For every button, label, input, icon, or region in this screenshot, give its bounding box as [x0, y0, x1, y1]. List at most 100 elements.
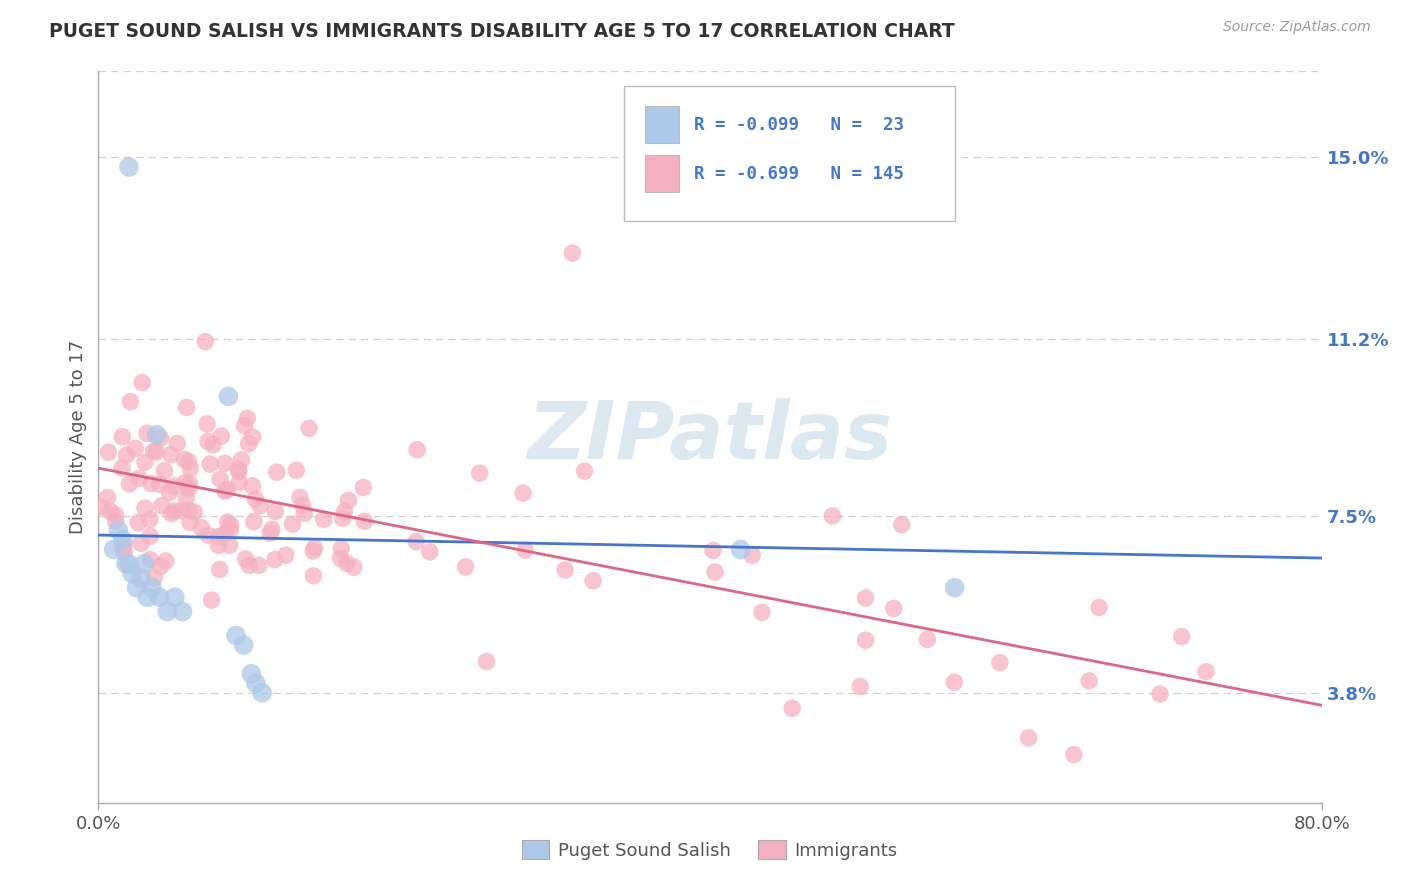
- Point: [139, 552, 162, 566]
- Point: [336, 557, 359, 571]
- Point: [149, 559, 172, 574]
- Point: [198, 457, 221, 471]
- Point: [118, 160, 141, 174]
- Point: [217, 389, 239, 403]
- Point: [917, 632, 939, 647]
- Point: [232, 638, 254, 652]
- Point: [149, 431, 172, 445]
- Point: [312, 512, 335, 526]
- Point: [139, 512, 162, 526]
- Point: [298, 421, 321, 435]
- Point: [353, 514, 375, 528]
- Point: [332, 511, 354, 525]
- Point: [150, 499, 173, 513]
- Point: [142, 444, 165, 458]
- Point: [231, 453, 253, 467]
- Point: [170, 503, 193, 517]
- Point: [988, 656, 1011, 670]
- Point: [139, 476, 162, 491]
- Point: [247, 558, 270, 573]
- Point: [112, 546, 135, 560]
- Text: PUGET SOUND SALISH VS IMMIGRANTS DISABILITY AGE 5 TO 17 CORRELATION CHART: PUGET SOUND SALISH VS IMMIGRANTS DISABIL…: [49, 22, 955, 41]
- Point: [104, 514, 127, 528]
- Point: [90, 500, 112, 514]
- Point: [285, 463, 308, 477]
- Point: [274, 548, 297, 562]
- Point: [475, 655, 498, 669]
- Point: [352, 481, 374, 495]
- Point: [134, 501, 156, 516]
- Point: [200, 593, 222, 607]
- Point: [288, 491, 311, 505]
- Point: [1018, 731, 1040, 745]
- Point: [233, 418, 256, 433]
- Point: [214, 456, 236, 470]
- Point: [111, 430, 134, 444]
- Point: [160, 448, 183, 462]
- Point: [890, 517, 912, 532]
- Point: [1088, 600, 1111, 615]
- FancyBboxPatch shape: [624, 86, 955, 221]
- Point: [179, 476, 201, 491]
- Point: [160, 507, 183, 521]
- Point: [107, 524, 129, 538]
- Point: [228, 475, 250, 490]
- Point: [240, 666, 263, 681]
- Point: [943, 581, 966, 595]
- Point: [172, 605, 194, 619]
- Point: [179, 461, 201, 475]
- Point: [209, 429, 232, 443]
- Point: [177, 503, 200, 517]
- Text: ZIPatlas: ZIPatlas: [527, 398, 893, 476]
- Text: Source: ZipAtlas.com: Source: ZipAtlas.com: [1223, 20, 1371, 34]
- Point: [217, 515, 239, 529]
- Point: [197, 528, 219, 542]
- Point: [751, 606, 773, 620]
- Point: [177, 454, 200, 468]
- Y-axis label: Disability Age 5 to 17: Disability Age 5 to 17: [69, 340, 87, 534]
- Point: [302, 569, 325, 583]
- Point: [849, 680, 872, 694]
- Point: [145, 445, 167, 459]
- Point: [131, 376, 153, 390]
- Point: [159, 485, 181, 500]
- Bar: [645, 106, 679, 143]
- Point: [183, 505, 205, 519]
- Point: [207, 538, 229, 552]
- Point: [217, 483, 239, 497]
- Point: [704, 565, 727, 579]
- Point: [166, 436, 188, 450]
- Point: [129, 571, 152, 585]
- Point: [124, 442, 146, 456]
- Point: [554, 563, 576, 577]
- Point: [173, 452, 195, 467]
- Point: [1195, 665, 1218, 679]
- Point: [264, 504, 287, 518]
- Point: [190, 521, 212, 535]
- Point: [218, 538, 240, 552]
- Point: [330, 541, 353, 556]
- Point: [238, 558, 260, 573]
- Point: [419, 545, 441, 559]
- Point: [883, 601, 905, 615]
- Point: [405, 534, 427, 549]
- Text: R = -0.699   N = 145: R = -0.699 N = 145: [695, 165, 904, 183]
- Text: R = -0.099   N =  23: R = -0.099 N = 23: [695, 116, 904, 134]
- Point: [96, 491, 118, 505]
- Point: [228, 462, 250, 476]
- Legend: Puget Sound Salish, Immigrants: Puget Sound Salish, Immigrants: [515, 833, 905, 867]
- Point: [855, 591, 877, 605]
- Point: [1078, 673, 1101, 688]
- Point: [118, 557, 141, 571]
- Point: [120, 394, 142, 409]
- Point: [149, 477, 172, 491]
- Point: [249, 499, 271, 513]
- Point: [214, 483, 236, 498]
- Point: [243, 515, 266, 529]
- Point: [115, 448, 138, 462]
- Point: [208, 562, 231, 576]
- Point: [100, 505, 122, 519]
- Point: [780, 701, 803, 715]
- Point: [574, 464, 596, 478]
- Point: [143, 571, 166, 585]
